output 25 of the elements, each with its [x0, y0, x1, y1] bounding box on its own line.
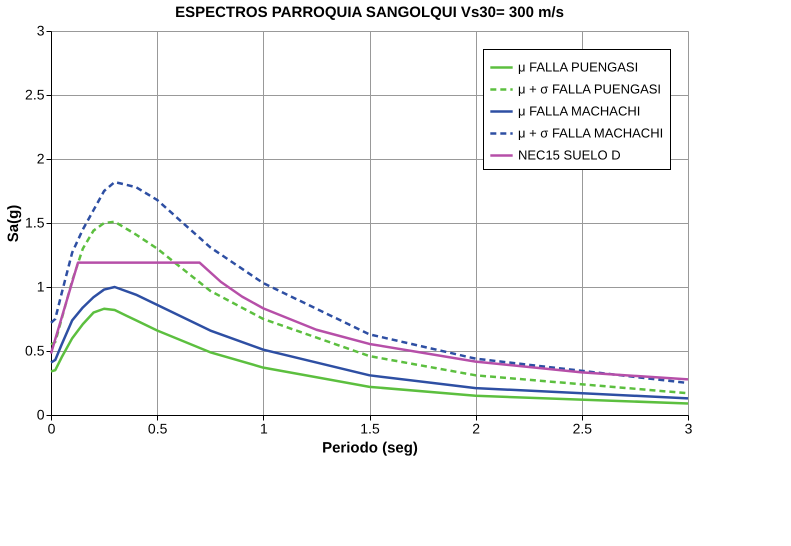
legend-label: μ + σ FALLA PUENGASI	[518, 82, 662, 96]
y-tick-label: 0	[36, 406, 45, 422]
legend-label: μ + σ FALLA MACHACHI	[518, 126, 664, 140]
line-series	[50, 261, 690, 381]
legend-label: μ FALLA MACHACHI	[518, 104, 640, 118]
y-tick-label: 0.5	[25, 342, 45, 358]
legend-label: NEC15 SUELO D	[518, 148, 621, 162]
chart-title: ESPECTROS PARROQUIA SANGOLQUI Vs30= 300 m/s	[175, 4, 564, 21]
y-axis-title: Sa(g)	[5, 204, 22, 242]
y-tick-label: 3	[36, 22, 45, 38]
line-series	[50, 308, 690, 405]
x-tick-label: 2	[472, 420, 480, 436]
x-tick-label: 3	[684, 420, 693, 436]
x-tick-label: 1	[260, 420, 268, 436]
x-tick-label: 1.5	[360, 420, 380, 436]
y-tick-label: 2	[36, 150, 45, 166]
y-tick-label: 1	[36, 278, 45, 294]
line-series	[50, 286, 690, 400]
y-tick-label: 1.5	[25, 214, 45, 230]
x-tick-label: 0	[48, 420, 56, 436]
x-tick-label: 2.5	[572, 420, 592, 436]
x-tick-label: 0.5	[148, 420, 168, 436]
legend-label: μ FALLA PUENGASI	[518, 60, 638, 74]
y-tick-label: 2.5	[25, 86, 45, 102]
x-axis-title: Periodo (seg)	[322, 440, 418, 456]
